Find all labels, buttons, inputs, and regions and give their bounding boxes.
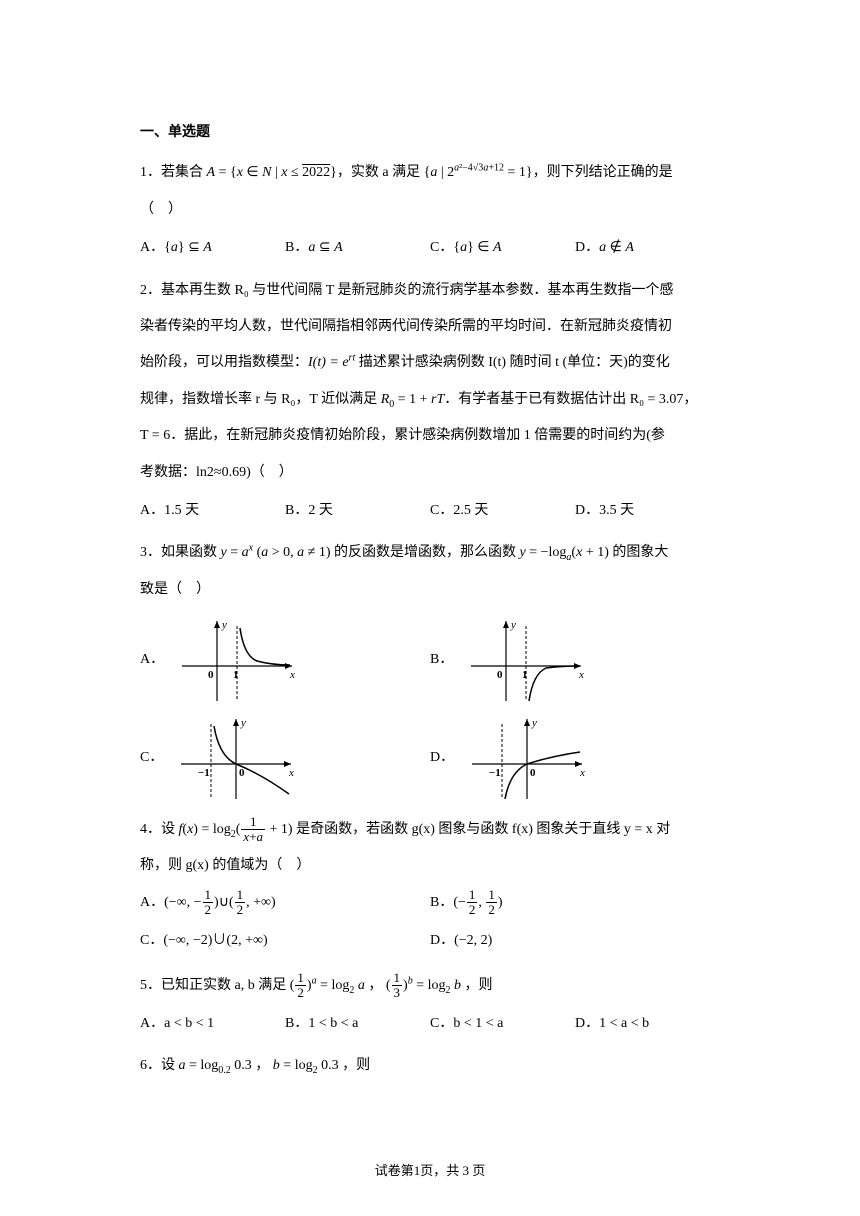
q3-fn1: y = ax (a > 0, a ≠ 1)	[221, 545, 331, 560]
question-4: 4．设 f(x) = log2(1x+a + 1) 是奇函数，若函数 g(x) …	[140, 812, 720, 962]
q3-graph-B: B． 0 1 x y	[430, 616, 720, 706]
q1-setA: A = {x ∈ N | x ≤ 2022}	[207, 165, 337, 180]
q3-fn2: y = −loga(x + 1)	[520, 545, 609, 560]
q2-l3-pre: 始阶段，可以用指数模型：	[140, 355, 308, 370]
q5-eq: (12)a = log2 a ， (13)b = log2 b	[290, 978, 461, 993]
q4-opt-B: B．(−12, 12)	[430, 885, 720, 921]
q5-opt-D: D．1 < a < b	[575, 1006, 720, 1042]
q2-l3-post: 描述累计感染病例数 I(t) 随时间 t (单位：天)的变化	[355, 355, 670, 370]
q4-l2: 称，则 g(x) 的值域为（ ）	[140, 848, 720, 884]
q2-l1: 2．基本再生数 R₀ 与世代间隔 T 是新冠肺炎的流行病学基本参数．基本再生数指…	[140, 273, 720, 309]
svg-text:1: 1	[522, 669, 528, 681]
q4-opt-A: A．(−∞, −12)∪(12, +∞)	[140, 885, 430, 921]
q3-l2: 致是（ ）	[140, 572, 720, 608]
q1-paren: （ ）	[140, 192, 720, 228]
q2-l4: 规律，指数增长率 r 与 R₀，T 近似满足 R0 = 1 + rT．有学者基于…	[140, 382, 720, 418]
q2-model: I(t) = ert	[308, 355, 355, 370]
q4-opt-C: C．(−∞, −2)∪(2, +∞)	[140, 923, 430, 959]
q5-l1-pre: 5．已知正实数 a, b 满足	[140, 978, 290, 993]
section-title: 一、单选题	[140, 115, 720, 151]
q3-graphs-row2: C． −1 0 x y D． −1	[140, 714, 720, 804]
q1-opt-D: D．a ∉ A	[575, 230, 720, 266]
q5-l1-post: ，则	[465, 978, 493, 993]
svg-text:y: y	[221, 619, 227, 631]
q2-l1-text: 2．基本再生数 R₀ 与世代间隔 T 是新冠肺炎的流行病学基本参数．基本再生数指…	[140, 283, 674, 298]
svg-text:0: 0	[239, 767, 245, 779]
q3-l1: 3．如果函数 y = ax (a > 0, a ≠ 1) 的反函数是增函数，那么…	[140, 535, 720, 571]
svg-text:0: 0	[530, 767, 536, 779]
q1-opt-C: C．{a} ∈ A	[430, 230, 575, 266]
q2-eq: R0 = 1 + rT	[381, 392, 445, 407]
svg-text:1: 1	[233, 669, 239, 681]
q3-l1-pre: 3．如果函数	[140, 545, 221, 560]
q3-graphs-row1: A． 0 1 x y B． 0	[140, 616, 720, 706]
svg-text:x: x	[288, 767, 294, 779]
q2-l4-post: ．有学者基于已有数据估计出 R₀ = 3.07，	[444, 392, 697, 407]
q3-l1-mid: 的反函数是增函数，那么函数	[331, 545, 520, 560]
q3-label-D: D．	[430, 740, 454, 804]
q3-graph-D: D． −1 0 x y	[430, 714, 720, 804]
q1-post: ，则下列结论正确的是	[533, 165, 673, 180]
q5-opt-C: C．b < 1 < a	[430, 1006, 575, 1042]
q1-stem: 1．若集合 A = {x ∈ N | x ≤ 2022}，实数 a 满足 {a …	[140, 155, 720, 191]
question-6: 6．设 a = log0.2 0.3 ， b = log2 0.3 ，则	[140, 1048, 720, 1084]
q1-opt-A: A．{a} ⊆ A	[140, 230, 285, 266]
svg-text:0: 0	[497, 669, 503, 681]
svg-text:−1: −1	[489, 767, 501, 779]
q3-label-A: A．	[140, 642, 164, 706]
question-2: 2．基本再生数 R₀ 与世代间隔 T 是新冠肺炎的流行病学基本参数．基本再生数指…	[140, 273, 720, 530]
q4-options: A．(−∞, −12)∪(12, +∞) B．(−12, 12) C．(−∞, …	[140, 885, 720, 962]
q4-l1: 4．设 f(x) = log2(1x+a + 1) 是奇函数，若函数 g(x) …	[140, 812, 720, 848]
q2-opt-D: D．3.5 天	[575, 493, 720, 529]
graph-B-svg: 0 1 x y	[461, 616, 591, 706]
q3-graph-A: A． 0 1 x y	[140, 616, 430, 706]
page-footer: 试卷第1页，共 3 页	[0, 1154, 860, 1188]
q2-l3: 始阶段，可以用指数模型：I(t) = ert 描述累计感染病例数 I(t) 随时…	[140, 345, 720, 381]
q1-pre: 1．若集合	[140, 165, 207, 180]
svg-text:0: 0	[208, 669, 214, 681]
q4-l1-mid: 是奇函数，若函数 g(x) 图象与函数 f(x) 图象关于直线 y = x 对	[293, 822, 671, 837]
q6-l1: 6．设 a = log0.2 0.3 ， b = log2 0.3 ，则	[140, 1048, 720, 1084]
q3-label-C: C．	[140, 740, 163, 804]
q3-graph-C: C． −1 0 x y	[140, 714, 430, 804]
q5-options: A．a < b < 1 B．1 < b < a C．b < 1 < a D．1 …	[140, 1006, 720, 1042]
graph-C-svg: −1 0 x y	[171, 714, 301, 804]
q5-opt-A: A．a < b < 1	[140, 1006, 285, 1042]
q4-opt-D: D．(−2, 2)	[430, 923, 720, 959]
q2-options: A．1.5 天 B．2 天 C．2.5 天 D．3.5 天	[140, 493, 720, 529]
q4-fn: f(x) = log2(1x+a + 1)	[179, 822, 293, 837]
svg-text:y: y	[531, 717, 537, 729]
q1-cond: {a | 2a²−4√3a+12 = 1}	[424, 165, 533, 180]
q2-l2: 染者传染的平均人数，世代间隔指相邻两代间传染所需的平均时间．在新冠肺炎疫情初	[140, 309, 720, 345]
q5-opt-B: B．1 < b < a	[285, 1006, 430, 1042]
svg-text:−1: −1	[198, 767, 210, 779]
q2-opt-A: A．1.5 天	[140, 493, 285, 529]
svg-text:y: y	[510, 619, 516, 631]
question-3: 3．如果函数 y = ax (a > 0, a ≠ 1) 的反函数是增函数，那么…	[140, 535, 720, 804]
q4-l1-pre: 4．设	[140, 822, 179, 837]
q2-opt-B: B．2 天	[285, 493, 430, 529]
q2-opt-C: C．2.5 天	[430, 493, 575, 529]
svg-text:x: x	[578, 669, 584, 681]
svg-text:y: y	[240, 717, 246, 729]
q1-opt-B: B．a ⊆ A	[285, 230, 430, 266]
q1-mid: ，实数 a 满足	[337, 165, 420, 180]
q3-label-B: B．	[430, 642, 453, 706]
svg-text:x: x	[579, 767, 585, 779]
question-1: 1．若集合 A = {x ∈ N | x ≤ 2022}，实数 a 满足 {a …	[140, 155, 720, 266]
q6-text: 6．设 a = log0.2 0.3 ， b = log2 0.3 ，则	[140, 1058, 370, 1073]
graph-A-svg: 0 1 x y	[172, 616, 302, 706]
q1-options: A．{a} ⊆ A B．a ⊆ A C．{a} ∈ A D．a ∉ A	[140, 230, 720, 266]
q2-l6: 考数据：ln2≈0.69)（ ）	[140, 455, 720, 491]
svg-text:x: x	[289, 669, 295, 681]
question-5: 5．已知正实数 a, b 满足 (12)a = log2 a ， (13)b =…	[140, 968, 720, 1043]
q5-l1: 5．已知正实数 a, b 满足 (12)a = log2 a ， (13)b =…	[140, 968, 720, 1004]
q2-l4-pre: 规律，指数增长率 r 与 R₀，T 近似满足	[140, 392, 381, 407]
q3-l1-post: 的图象大	[609, 545, 669, 560]
graph-D-svg: −1 0 x y	[462, 714, 592, 804]
q2-l5: T = 6．据此，在新冠肺炎疫情初始阶段，累计感染病例数增加 1 倍需要的时间约…	[140, 418, 720, 454]
